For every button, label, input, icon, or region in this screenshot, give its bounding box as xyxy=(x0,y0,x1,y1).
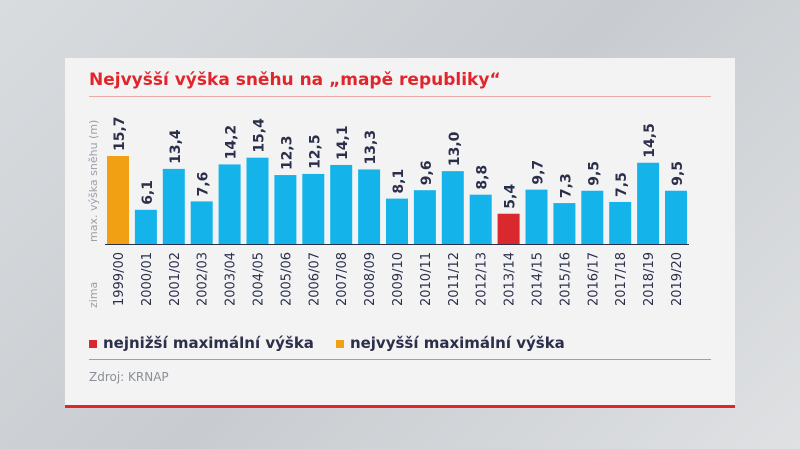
legend-label: nejnižší maximální výška xyxy=(103,334,314,352)
data-label: 13,4 xyxy=(168,129,184,164)
bar xyxy=(134,209,157,244)
data-label: 14,1 xyxy=(335,125,351,160)
data-label: 8,8 xyxy=(475,165,491,190)
bar xyxy=(330,164,353,244)
data-label: 5,4 xyxy=(503,184,519,209)
bar xyxy=(274,175,297,244)
x-tick-label: 2009/10 xyxy=(391,252,406,306)
x-tick-label: 2014/15 xyxy=(531,252,546,306)
data-label: 9,5 xyxy=(586,161,602,186)
bar xyxy=(497,213,520,244)
title-divider xyxy=(89,96,711,97)
data-label: 14,2 xyxy=(224,125,240,160)
bar xyxy=(665,190,687,244)
x-tick-label: 2015/16 xyxy=(558,252,573,306)
bar xyxy=(162,168,185,244)
bar xyxy=(637,162,660,244)
x-tick-label: 2019/20 xyxy=(670,252,685,306)
bar xyxy=(609,201,632,244)
x-tick-label: 2003/04 xyxy=(224,252,239,306)
bar xyxy=(107,156,129,244)
data-label: 7,6 xyxy=(196,172,212,197)
divider xyxy=(89,359,711,360)
bar xyxy=(190,201,213,244)
legend-label: nejvyšší maximální výška xyxy=(349,334,565,352)
legend-swatch xyxy=(89,339,97,348)
data-label: 7,5 xyxy=(614,172,630,197)
x-tick-label: 2013/14 xyxy=(503,252,518,306)
x-tick-label: 2000/01 xyxy=(140,252,155,306)
legend-swatch xyxy=(335,339,344,348)
bar xyxy=(358,169,381,244)
bar xyxy=(246,157,269,244)
data-label: 7,3 xyxy=(558,173,574,198)
x-tick-label: 2008/09 xyxy=(363,252,378,306)
bar xyxy=(525,189,548,244)
data-label: 15,4 xyxy=(252,118,268,153)
bar xyxy=(441,171,464,244)
x-tick-label: 2006/07 xyxy=(307,252,322,306)
bar-chart: max. výška sněhu (m) zima 15,7 1999/00 6,1 20… xyxy=(87,116,689,308)
x-axis-label: zima xyxy=(87,282,100,308)
data-label: 14,5 xyxy=(642,123,658,158)
x-tick-label: 2001/02 xyxy=(168,252,183,306)
chart-title: Nejvyšší výška sněhu na „mapě republiky“ xyxy=(89,70,501,90)
data-label: 15,7 xyxy=(112,116,128,151)
x-tick-label: 2010/11 xyxy=(419,252,434,306)
data-label: 6,1 xyxy=(140,180,156,205)
chart-card: Nejvyšší výška sněhu na „mapě republiky“… xyxy=(65,58,735,408)
x-tick-label: 2011/12 xyxy=(447,252,462,306)
legend: nejnižší maximální výška nejvyšší maximá… xyxy=(89,334,565,352)
bar xyxy=(302,173,325,244)
bar xyxy=(386,198,408,244)
x-tick-label: 2005/06 xyxy=(279,252,294,306)
bar xyxy=(553,203,576,244)
data-label: 9,7 xyxy=(531,160,547,185)
data-label: 13,0 xyxy=(447,131,463,166)
data-label: 9,5 xyxy=(670,161,686,186)
bar xyxy=(469,194,492,244)
data-label: 9,6 xyxy=(419,160,435,185)
x-tick-label: 2018/19 xyxy=(642,252,657,306)
data-label: 13,3 xyxy=(363,130,379,165)
data-label: 12,3 xyxy=(279,136,295,171)
x-tick-label: 2004/05 xyxy=(252,252,267,306)
x-tick-label: 2016/17 xyxy=(586,252,601,306)
x-tick-label: 2002/03 xyxy=(196,252,211,306)
bar xyxy=(581,190,604,244)
source: Zdroj: KRNAP xyxy=(89,370,169,384)
x-tick-label: 2017/18 xyxy=(614,252,629,306)
legend-item-max: nejvyšší maximální výška xyxy=(335,334,565,352)
bar xyxy=(413,190,436,244)
data-label: 8,1 xyxy=(391,169,407,194)
x-tick-label: 1999/00 xyxy=(112,252,127,306)
x-tick-label: 2012/13 xyxy=(475,252,490,306)
x-tick-label: 2007/08 xyxy=(335,252,350,306)
bar xyxy=(218,164,241,244)
legend-item-min: nejnižší maximální výška xyxy=(89,334,314,352)
y-axis-label: max. výška sněhu (m) xyxy=(87,120,100,242)
data-label: 12,5 xyxy=(307,134,323,169)
